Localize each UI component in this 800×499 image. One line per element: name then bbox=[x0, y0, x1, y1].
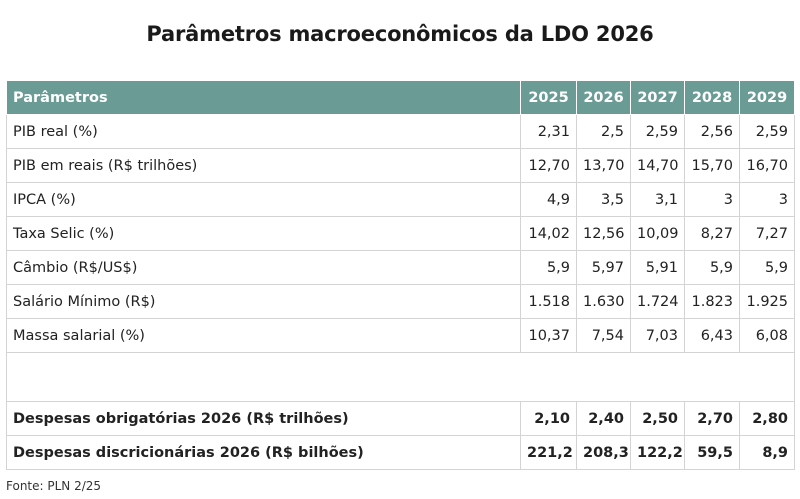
row-value: 3,5 bbox=[576, 182, 631, 217]
page-title: Parâmetros macroeconômicos da LDO 2026 bbox=[146, 22, 654, 46]
row-value: 1.630 bbox=[576, 284, 631, 319]
row-value: 2,10 bbox=[520, 401, 577, 436]
row-value: 10,37 bbox=[520, 318, 577, 353]
row-value: 1.724 bbox=[630, 284, 685, 319]
header-year-cell: 2026 bbox=[576, 80, 631, 115]
table-row: Salário Mínimo (R$) 1.518 1.630 1.724 1.… bbox=[6, 284, 795, 319]
row-value: 2,5 bbox=[576, 114, 631, 149]
row-value: 221,2 bbox=[520, 435, 577, 470]
row-value: 2,31 bbox=[520, 114, 577, 149]
row-label: Salário Mínimo (R$) bbox=[6, 284, 521, 319]
row-value: 7,27 bbox=[739, 216, 795, 251]
row-value: 122,2 bbox=[630, 435, 685, 470]
parameters-table: Parâmetros 2025 2026 2027 2028 2029 PIB … bbox=[6, 80, 795, 470]
row-value: 3 bbox=[684, 182, 740, 217]
row-value: 16,70 bbox=[739, 148, 795, 183]
row-value: 2,59 bbox=[630, 114, 685, 149]
row-value: 1.518 bbox=[520, 284, 577, 319]
table-row: PIB em reais (R$ trilhões) 12,70 13,70 1… bbox=[6, 148, 795, 183]
header-year-cell: 2028 bbox=[684, 80, 740, 115]
spacer-row bbox=[6, 352, 795, 402]
table-row: Massa salarial (%) 10,37 7,54 7,03 6,43 … bbox=[6, 318, 795, 353]
row-value: 5,9 bbox=[739, 250, 795, 285]
row-value: 5,9 bbox=[520, 250, 577, 285]
row-value: 2,59 bbox=[739, 114, 795, 149]
header-year-cell: 2027 bbox=[630, 80, 685, 115]
row-value: 12,70 bbox=[520, 148, 577, 183]
table-row: Taxa Selic (%) 14,02 12,56 10,09 8,27 7,… bbox=[6, 216, 795, 251]
row-value: 59,5 bbox=[684, 435, 740, 470]
row-value: 14,70 bbox=[630, 148, 685, 183]
row-value: 8,9 bbox=[739, 435, 795, 470]
table-row: Câmbio (R$/US$) 5,9 5,97 5,91 5,9 5,9 bbox=[6, 250, 795, 285]
row-label: Taxa Selic (%) bbox=[6, 216, 521, 251]
row-value: 4,9 bbox=[520, 182, 577, 217]
row-value: 6,08 bbox=[739, 318, 795, 353]
source-note: Fonte: PLN 2/25 bbox=[6, 479, 102, 493]
row-label: PIB real (%) bbox=[6, 114, 521, 149]
row-value: 12,56 bbox=[576, 216, 631, 251]
summary-row: Despesas discricionárias 2026 (R$ bilhõe… bbox=[6, 435, 795, 470]
summary-row: Despesas obrigatórias 2026 (R$ trilhões)… bbox=[6, 401, 795, 436]
row-label: PIB em reais (R$ trilhões) bbox=[6, 148, 521, 183]
row-value: 2,56 bbox=[684, 114, 740, 149]
row-value: 2,70 bbox=[684, 401, 740, 436]
row-value: 3 bbox=[739, 182, 795, 217]
row-value: 2,40 bbox=[576, 401, 631, 436]
row-value: 1.823 bbox=[684, 284, 740, 319]
row-value: 7,54 bbox=[576, 318, 631, 353]
row-label: Câmbio (R$/US$) bbox=[6, 250, 521, 285]
table-row: PIB real (%) 2,31 2,5 2,59 2,56 2,59 bbox=[6, 114, 795, 149]
row-value: 208,3 bbox=[576, 435, 631, 470]
row-value: 5,91 bbox=[630, 250, 685, 285]
table-header-row: Parâmetros 2025 2026 2027 2028 2029 bbox=[6, 80, 795, 115]
row-value: 7,03 bbox=[630, 318, 685, 353]
table-row: IPCA (%) 4,9 3,5 3,1 3 3 bbox=[6, 182, 795, 217]
row-value: 2,50 bbox=[630, 401, 685, 436]
header-year-cell: 2029 bbox=[739, 80, 795, 115]
row-value: 8,27 bbox=[684, 216, 740, 251]
row-value: 13,70 bbox=[576, 148, 631, 183]
row-value: 15,70 bbox=[684, 148, 740, 183]
row-value: 3,1 bbox=[630, 182, 685, 217]
row-value: 10,09 bbox=[630, 216, 685, 251]
row-value: 5,97 bbox=[576, 250, 631, 285]
spacer-cell bbox=[6, 352, 795, 402]
row-label: Despesas discricionárias 2026 (R$ bilhõe… bbox=[6, 435, 521, 470]
row-value: 1.925 bbox=[739, 284, 795, 319]
header-label-cell: Parâmetros bbox=[6, 80, 521, 115]
row-value: 5,9 bbox=[684, 250, 740, 285]
row-label: Despesas obrigatórias 2026 (R$ trilhões) bbox=[6, 401, 521, 436]
row-value: 6,43 bbox=[684, 318, 740, 353]
row-label: IPCA (%) bbox=[6, 182, 521, 217]
header-year-cell: 2025 bbox=[520, 80, 577, 115]
row-value: 2,80 bbox=[739, 401, 795, 436]
row-label: Massa salarial (%) bbox=[6, 318, 521, 353]
row-value: 14,02 bbox=[520, 216, 577, 251]
